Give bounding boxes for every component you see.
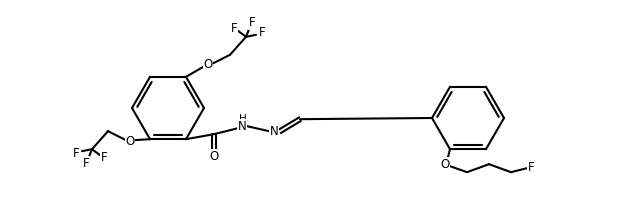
Text: F: F [231, 22, 237, 35]
Text: F: F [101, 151, 107, 164]
Text: F: F [83, 157, 89, 170]
Text: N: N [270, 125, 278, 138]
Text: H: H [239, 114, 247, 124]
Text: F: F [73, 147, 79, 160]
Text: F: F [258, 26, 265, 39]
Text: O: O [440, 158, 450, 171]
Text: F: F [528, 161, 534, 174]
Text: O: O [204, 58, 212, 71]
Text: O: O [209, 150, 219, 163]
Text: F: F [249, 16, 255, 29]
Text: O: O [126, 135, 135, 148]
Text: N: N [237, 120, 246, 133]
